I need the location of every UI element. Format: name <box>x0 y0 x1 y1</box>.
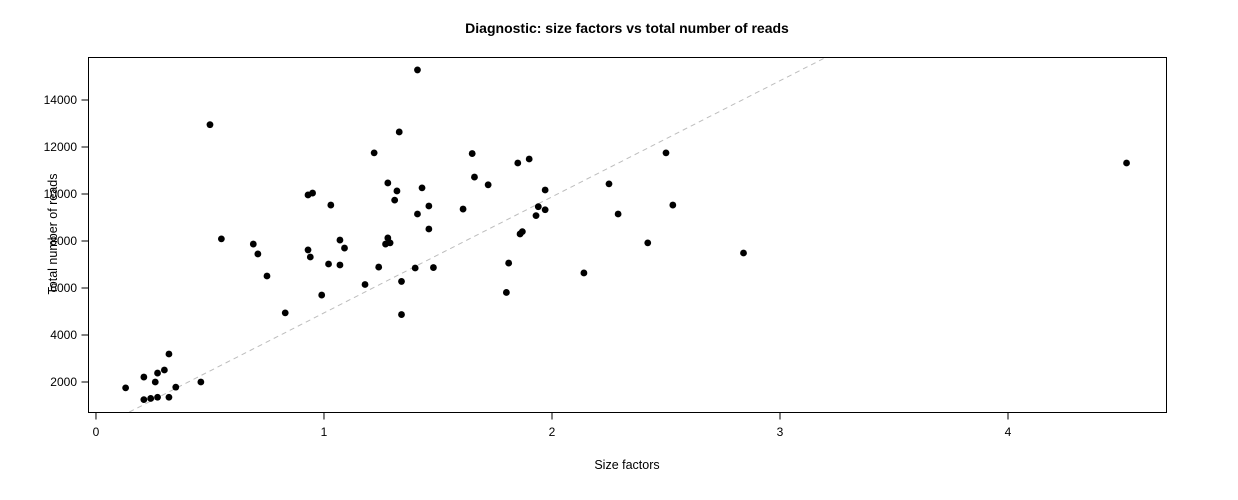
data-point <box>336 236 344 244</box>
x-axis-tick-label: 0 <box>93 425 100 439</box>
data-point <box>484 181 492 189</box>
data-point <box>393 187 401 195</box>
data-point <box>414 210 421 218</box>
data-point <box>336 261 344 269</box>
data-point <box>325 260 332 268</box>
data-point <box>580 269 588 277</box>
y-axis-tick-label: 6000 <box>50 281 77 295</box>
data-point <box>160 366 168 374</box>
data-point <box>414 66 421 74</box>
data-point <box>644 239 652 247</box>
y-axis-tick-label: 12000 <box>44 140 78 154</box>
x-axis-tick-label: 1 <box>321 425 328 439</box>
data-point <box>306 253 314 261</box>
data-point <box>384 179 392 187</box>
data-point <box>525 155 533 163</box>
y-axis-tick-label: 8000 <box>50 234 77 248</box>
data-point <box>309 189 316 197</box>
data-point <box>318 291 326 299</box>
data-point <box>534 203 542 211</box>
x-axis-tick-label: 2 <box>549 425 556 439</box>
data-point <box>541 186 549 194</box>
data-point <box>425 225 433 233</box>
data-point <box>614 210 622 218</box>
x-axis-tick-label: 3 <box>777 425 784 439</box>
data-point <box>341 244 348 252</box>
data-point <box>254 250 262 258</box>
data-point <box>425 202 433 210</box>
data-point <box>375 263 383 271</box>
data-point <box>304 246 312 254</box>
data-point <box>398 278 405 285</box>
data-point <box>370 149 378 157</box>
data-point <box>361 281 369 288</box>
data-point <box>669 201 677 209</box>
data-point <box>154 393 161 401</box>
data-point <box>263 272 271 280</box>
data-point <box>502 289 510 296</box>
data-point <box>532 212 540 220</box>
y-axis-tick-label: 2000 <box>50 375 77 389</box>
plot-box <box>88 57 1167 413</box>
data-point <box>165 393 173 401</box>
y-axis-tick-label: 4000 <box>50 328 77 342</box>
data-point <box>662 149 670 157</box>
data-point <box>140 373 148 381</box>
data-point <box>122 384 130 392</box>
data-point <box>505 259 513 267</box>
y-axis-tick-label: 10000 <box>44 187 78 201</box>
x-axis-tick-label: 4 <box>1005 425 1012 439</box>
data-point <box>459 205 467 213</box>
data-point <box>140 396 148 404</box>
data-point <box>514 159 522 167</box>
data-point <box>471 173 478 181</box>
data-point <box>411 264 419 272</box>
data-point <box>1123 159 1130 167</box>
data-point <box>197 378 205 386</box>
x-axis-label: Size factors <box>594 458 660 472</box>
data-point <box>605 180 613 188</box>
data-point <box>281 309 289 317</box>
data-point <box>165 350 173 358</box>
data-point <box>398 311 405 318</box>
data-point <box>154 369 161 377</box>
data-point <box>740 249 747 257</box>
data-point <box>386 239 394 247</box>
data-point <box>468 150 476 157</box>
data-point <box>217 235 225 243</box>
data-point <box>391 196 399 204</box>
data-point <box>395 128 403 136</box>
reference-dashed-line <box>129 56 827 413</box>
data-point <box>151 378 159 386</box>
data-point <box>327 201 335 209</box>
data-point <box>430 264 437 271</box>
data-point <box>147 395 155 402</box>
data-point <box>249 240 257 248</box>
data-point <box>541 206 549 214</box>
data-point <box>172 383 180 391</box>
y-axis-label: Total number of reads <box>46 173 60 295</box>
plot-title: Diagnostic: size factors vs total number… <box>465 20 789 36</box>
data-point <box>518 228 526 235</box>
data-point <box>206 121 214 129</box>
y-axis-tick-label: 14000 <box>44 93 78 107</box>
data-point <box>418 184 426 192</box>
